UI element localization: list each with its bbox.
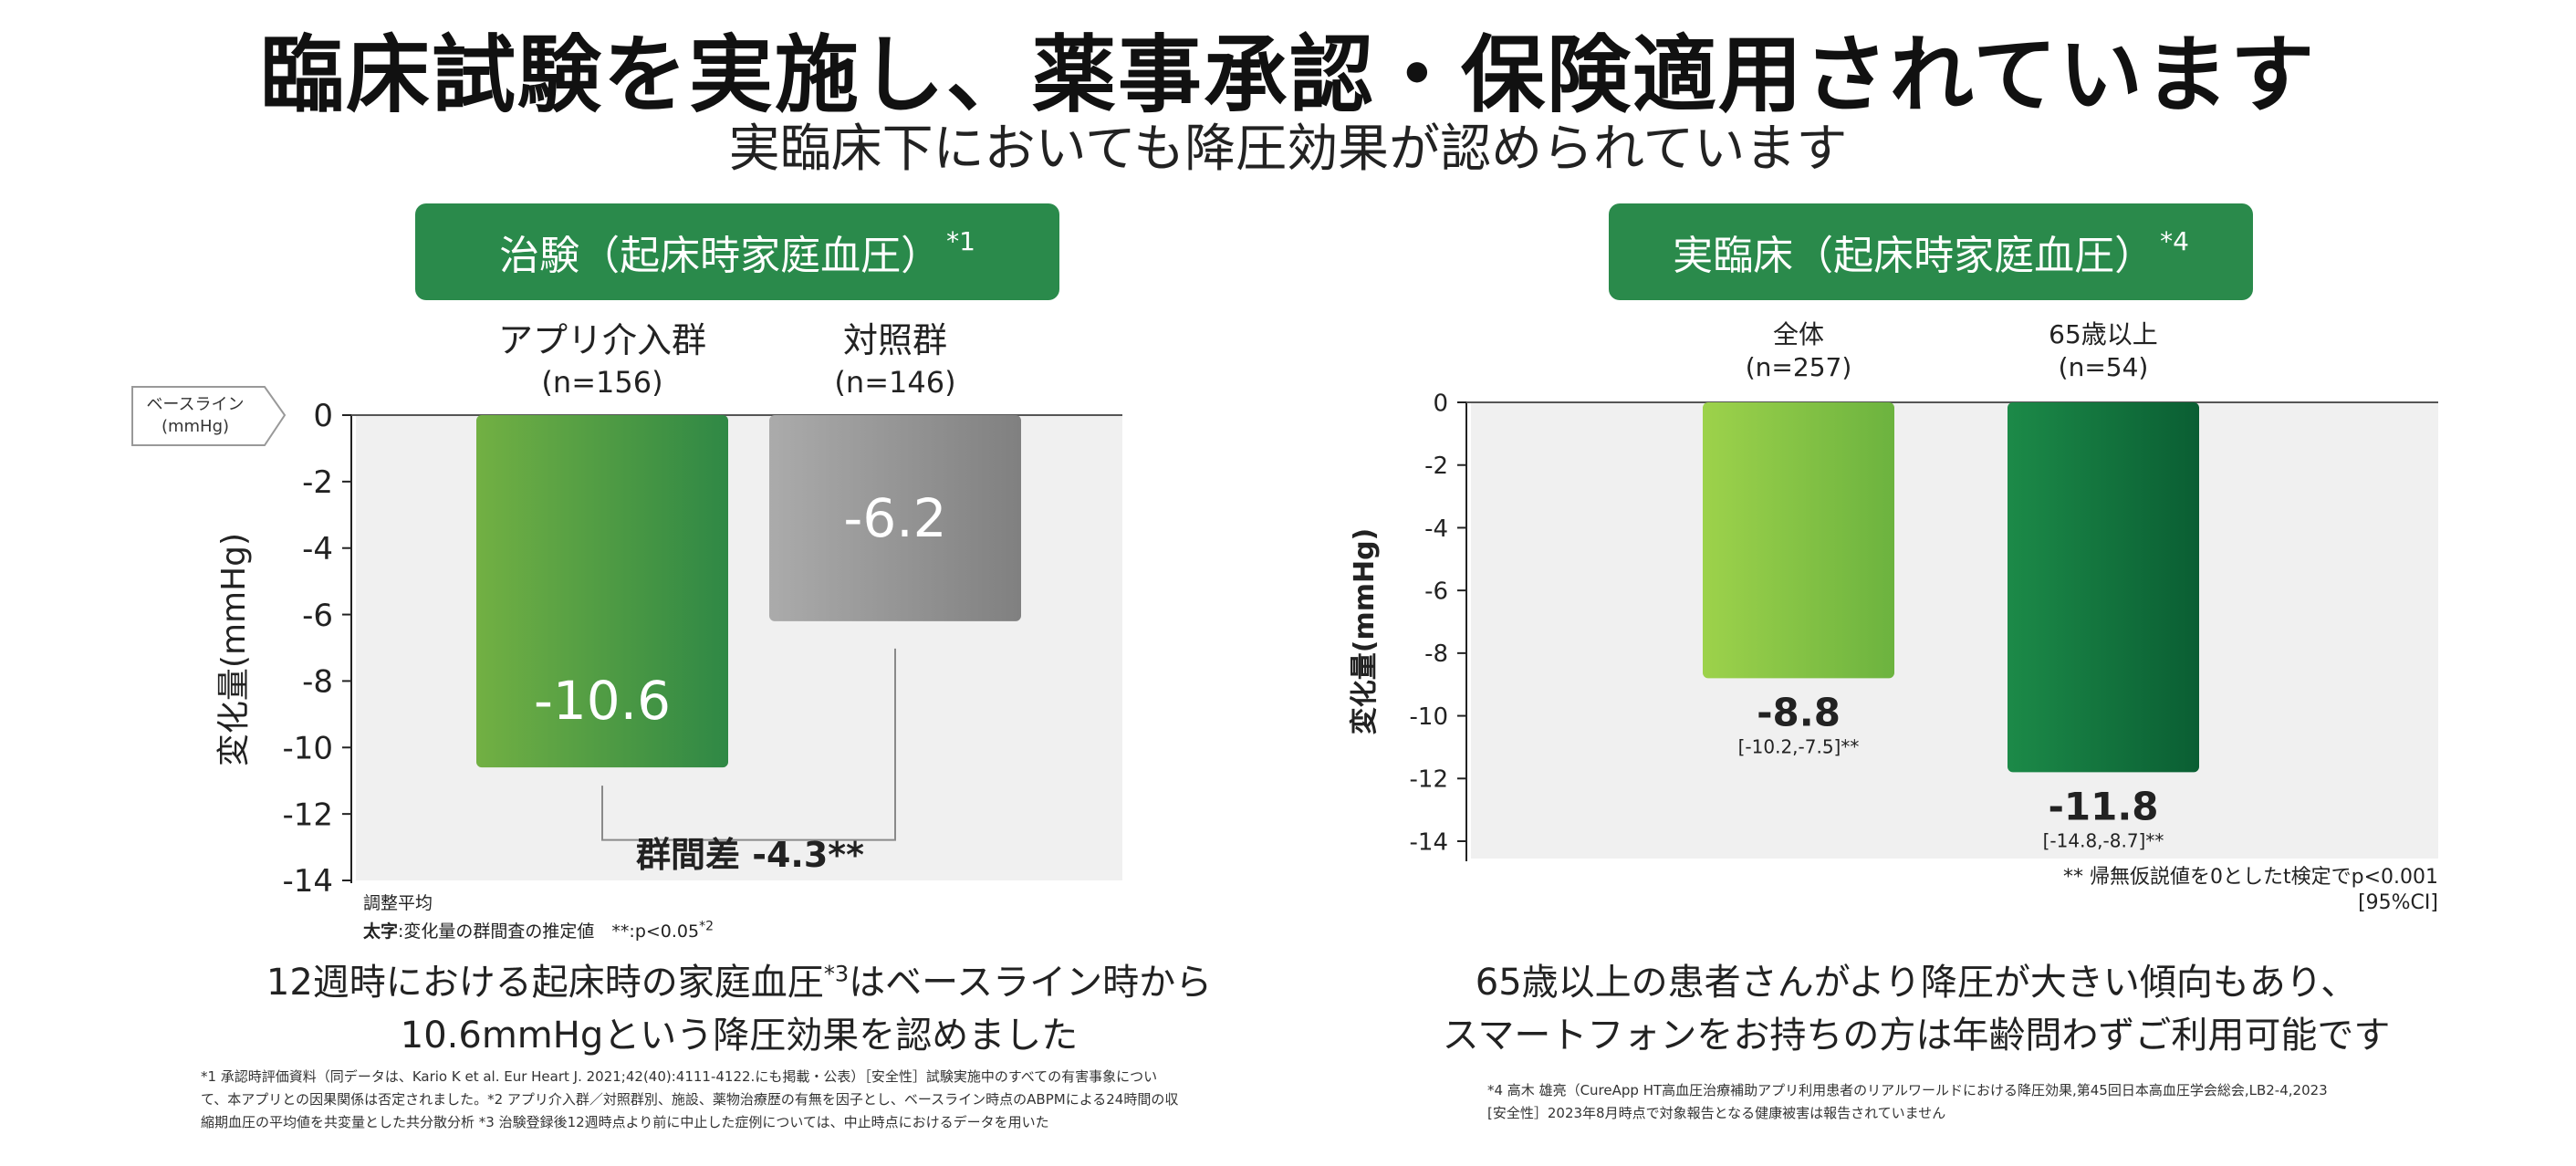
right-panel-header-ref: *4 [2160, 225, 2189, 256]
left-y-tick-label: -12 [282, 796, 333, 833]
right-y-ticks: 0 -2 -4 -6 -8 -10 -12 -14 [1410, 390, 1466, 856]
left-y-tick-label: -6 [302, 598, 333, 634]
group-difference-label: 群間差 -4.3** [636, 835, 864, 875]
right-y-axis-label: 変化量(mmHg) [1349, 528, 1381, 735]
left-note-bold: 太字 [363, 921, 399, 942]
left-y-tick-label: -2 [302, 464, 333, 501]
right-caption: 65歳以上の患者さんがより降圧が大きい傾向もあり、 スマートフォンをお持ちの方は… [1369, 956, 2464, 1062]
right-footnotes: *4 高木 雄亮（CureApp HT高血圧治療補助アプリ利用患者のリアルワール… [1487, 1079, 2328, 1125]
left-panel-header-label: 治験（起床時家庭血圧） [499, 233, 942, 279]
page-subtitle: 実臨床下においても降圧効果が認められています [728, 120, 1848, 179]
left-bar-control-value: -6.2 [843, 487, 946, 549]
right-footnote-2: [安全性］2023年8月時点で対象報告となる健康被害は報告されていません [1487, 1104, 1946, 1121]
baseline-tag-text: ベースライン [146, 395, 244, 414]
right-footnote-1: *4 高木 雄亮（CureApp HT高血圧治療補助アプリ利用患者のリアルワール… [1487, 1082, 2328, 1098]
right-bar-all-ci: [-10.2,-7.5]** [1738, 735, 1860, 757]
left-y-ticks: 0 -2 -4 -6 -8 -10 -12 -14 [282, 398, 351, 900]
left-caption-text-b: はベースライン時から [849, 962, 1213, 1004]
left-caption-line2: 10.6mmHgという降圧効果を認めました [400, 1015, 1079, 1057]
left-y-tick-label: -10 [282, 731, 333, 767]
right-y-tick-label: 0 [1433, 390, 1448, 417]
baseline-tag-unit: (mmHg) [162, 417, 229, 436]
left-y-tick-label: -4 [302, 531, 333, 567]
left-chart: 0 -2 -4 -6 -8 -10 -12 -14 ベースライン (mmHg) 変化量(mmH… [131, 320, 1122, 900]
page-title: 臨床試験を実施し、薬事承認・保険適用されています [259, 26, 2317, 124]
left-category-control: 対照群 [843, 320, 947, 360]
right-bar-all-value: -8.8 [1757, 690, 1841, 734]
left-note-text: :変化量の群間査の推定値 **:p<0.05 [398, 921, 700, 942]
right-category-all-n: (n=257) [1746, 352, 1852, 382]
right-caption-line1: 65歳以上の患者さんがより降圧が大きい傾向もあり、 [1475, 962, 2358, 1004]
left-caption-ref: *3 [823, 961, 850, 987]
left-note-ref: *2 [699, 919, 714, 934]
left-footnote-2: て、本アプリとの因果関係は否定されました。*2 アプリ介入群／対照群別、施設、薬… [201, 1090, 1179, 1108]
left-y-tick-label: 0 [313, 398, 333, 434]
left-category-control-n: (n=146) [834, 365, 955, 400]
left-y-tick-label: -8 [302, 664, 333, 701]
right-y-tick-label: -6 [1424, 578, 1448, 606]
right-bar-65plus-value: -11.8 [2048, 784, 2158, 828]
right-y-tick-label: -12 [1410, 766, 1448, 794]
right-y-tick-label: -2 [1424, 453, 1448, 480]
right-bar-65plus [2008, 402, 2199, 773]
left-caption-line1: 12週時における起床時の家庭血圧*3はベースライン時から [173, 956, 1305, 1009]
right-test-note: ** 帰無仮説値を0としたt検定でp<0.001 [2063, 866, 2438, 889]
left-footnote-1: *1 承認時評価資料（同データは、Kario K et al. Eur Hear… [201, 1068, 1158, 1085]
left-bar-app [476, 415, 728, 768]
group-difference-bracket [601, 648, 896, 841]
left-y-axis-label: 変化量(mmHg) [215, 533, 253, 766]
left-panel-header: 治験（起床時家庭血圧） *1 [415, 203, 1059, 300]
right-category-all: 全体 [1773, 319, 1824, 349]
left-bar-control [769, 415, 1021, 621]
right-bar-all [1703, 402, 1894, 679]
baseline-tag-shape [131, 386, 287, 446]
left-y-tick-label: -14 [282, 863, 333, 900]
right-y-tick-label: -10 [1410, 703, 1448, 731]
right-y-tick-label: -14 [1410, 828, 1448, 856]
left-caption: 12週時における起床時の家庭血圧*3はベースライン時から 10.6mmHgという… [173, 956, 1305, 1062]
right-bar-65plus-ci: [-14.8,-8.7]** [2043, 829, 2164, 851]
left-category-app-n: (n=156) [541, 365, 662, 400]
right-panel-header-label: 実臨床（起床時家庭血圧） [1673, 233, 2155, 279]
right-plot-background [1471, 402, 2438, 859]
right-caption-line2: スマートフォンをお持ちの方は年齢問わずご利用可能です [1442, 1015, 2391, 1057]
left-panel-header-ref: *1 [946, 225, 975, 256]
right-chart: 0-2-4-6-8-10-12-14 変化量(mmHg) 全体 (n=257) … [1349, 319, 2438, 914]
right-category-65plus: 65歳以上 [2049, 319, 2158, 349]
left-note-adjusted: 調整平均 [363, 893, 433, 913]
left-footnote-3: 縮期血圧の平均値を共変量とした共分散分析 *3 治験登録後12週時点より前に中止… [201, 1113, 1049, 1130]
right-y-tick-label: -4 [1424, 515, 1448, 543]
left-footnotes: *1 承認時評価資料（同データは、Kario K et al. Eur Hear… [201, 1066, 1178, 1133]
right-panel-header: 実臨床（起床時家庭血圧） *4 [1609, 203, 2253, 300]
left-baseline-tag: ベースライン (mmHg) [131, 386, 287, 446]
left-category-app: アプリ介入群 [498, 320, 706, 360]
left-caption-text-a: 12週時における起床時の家庭血圧 [266, 962, 824, 1004]
left-note-bold-line: 太字:変化量の群間査の推定値 **:p<0.05*2 [363, 918, 714, 942]
right-category-65plus-n: (n=54) [2059, 352, 2149, 382]
right-ci-note: [95%CI] [2358, 891, 2438, 914]
left-bar-app-value: -10.6 [534, 670, 671, 732]
right-y-tick-label: -8 [1424, 640, 1448, 668]
